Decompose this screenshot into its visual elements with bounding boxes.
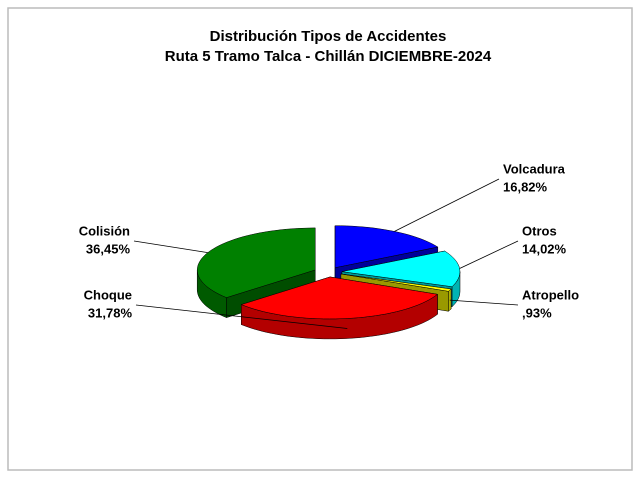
leader-line <box>394 178 500 232</box>
chart-subtitle: Ruta 5 Tramo Talca - Chillán DICIEMBRE-2… <box>165 48 492 65</box>
leader-line <box>459 240 519 269</box>
leader-line <box>133 240 208 253</box>
leader-line <box>135 304 348 329</box>
slice <box>240 276 439 320</box>
slice-label: Otros <box>522 223 557 238</box>
slice-value-label: 16,82% <box>503 179 548 194</box>
chart-title: Distribución Tipos de Accidentes <box>210 28 447 45</box>
slice-value-label: 31,78% <box>88 305 133 320</box>
slice-value-label: 36,45% <box>86 241 131 256</box>
slice-label: Choque <box>84 287 132 302</box>
slice-value-label: ,93% <box>522 305 552 320</box>
slice-label: Colisión <box>79 223 130 238</box>
leader-line <box>449 299 519 306</box>
slice <box>340 273 452 292</box>
slice-value-label: 14,02% <box>522 241 567 256</box>
slice-label: Volcadura <box>503 161 566 176</box>
chart-frame <box>7 7 633 471</box>
slice-label: Atropello <box>522 287 579 302</box>
